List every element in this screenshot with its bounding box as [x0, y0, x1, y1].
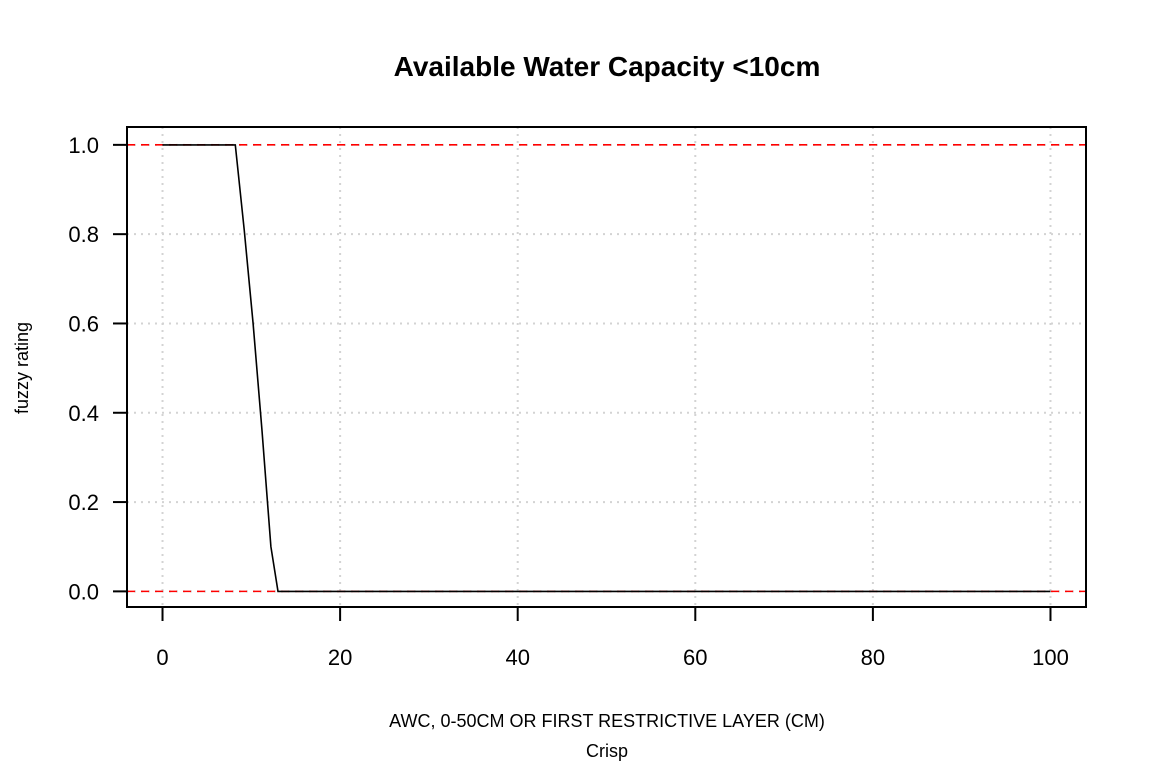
- y-tick-label-1: 0.2: [68, 490, 99, 515]
- y-tick-label-2: 0.4: [68, 401, 99, 426]
- x-tick-label-3: 60: [683, 645, 707, 670]
- x-tick-label-0: 0: [156, 645, 168, 670]
- grid: [127, 127, 1086, 607]
- x-tick-label-4: 80: [861, 645, 885, 670]
- y-tick-label-0: 0.0: [68, 579, 99, 604]
- chart-title: Available Water Capacity <10cm: [394, 51, 821, 82]
- reference-lines: [127, 144, 1086, 593]
- y-tick-label-3: 0.6: [68, 311, 99, 336]
- x-tick-label-2: 40: [505, 645, 529, 670]
- plot-frame: [126, 126, 1087, 608]
- y-axis-label: fuzzy rating: [12, 322, 32, 414]
- x-axis: 0 20 40 60 80 100: [156, 606, 1069, 670]
- x-tick-label-1: 20: [328, 645, 352, 670]
- series-group: [162, 144, 1051, 593]
- series-line-0: [162, 144, 1051, 593]
- y-axis: 0.0 0.2 0.4 0.6 0.8 1.0: [68, 133, 128, 604]
- y-tick-label-5: 1.0: [68, 133, 99, 158]
- x-tick-label-5: 100: [1032, 645, 1069, 670]
- x-axis-label: AWC, 0-50CM OR FIRST RESTRICTIVE LAYER (…: [389, 711, 825, 731]
- y-tick-label-4: 0.8: [68, 222, 99, 247]
- x-axis-sublabel: Crisp: [586, 741, 628, 761]
